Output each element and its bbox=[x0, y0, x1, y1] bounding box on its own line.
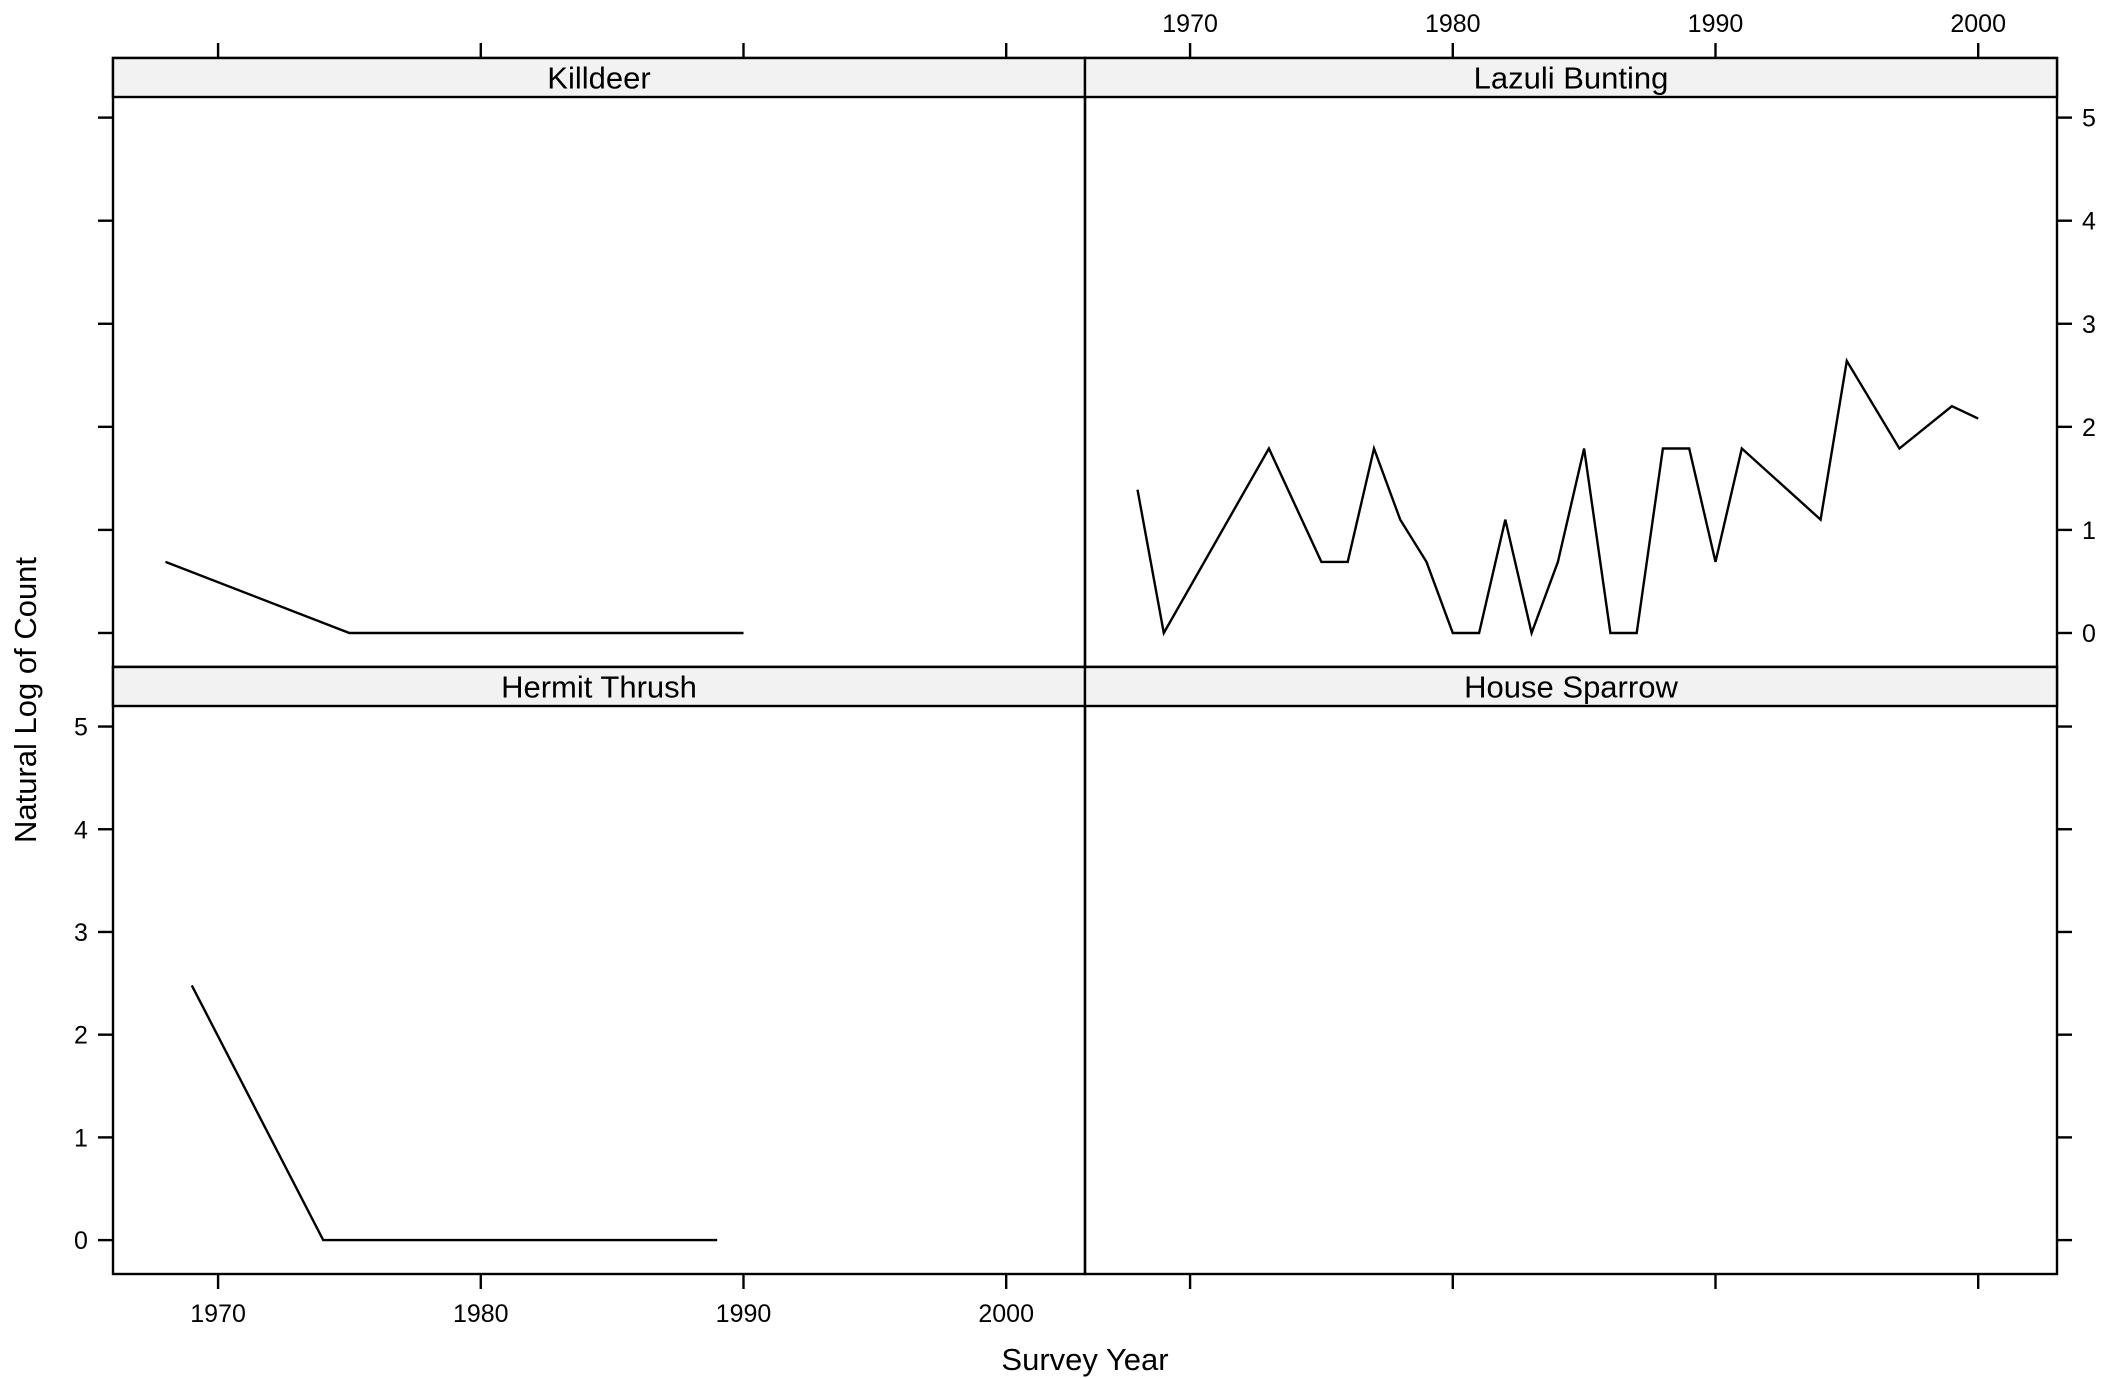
y-axis-title: Natural Log of Count bbox=[8, 557, 43, 843]
strip-hermit-thrush bbox=[111, 665, 1087, 708]
y-tick-label-5: 5 bbox=[74, 714, 88, 742]
x-tick-label-1980: 1980 bbox=[453, 1300, 509, 1328]
y-tick-label-2: 2 bbox=[74, 1022, 88, 1050]
strip-label-hermit-thrush: Hermit Thrush bbox=[501, 670, 697, 705]
x-tick-label-1980: 1980 bbox=[1425, 10, 1481, 38]
y-tick-label-3: 3 bbox=[2082, 311, 2096, 339]
strip-label-house-sparrow: House Sparrow bbox=[1464, 670, 1678, 705]
panel-frame-hermit-thrush bbox=[111, 665, 1087, 1276]
y-tick-label-3: 3 bbox=[74, 919, 88, 947]
y-tick-label-1: 1 bbox=[74, 1124, 88, 1152]
strip-killdeer bbox=[111, 56, 1087, 99]
y-tick-label-4: 4 bbox=[2082, 208, 2096, 236]
panel-strips: Killdeer Lazuli Bunting Hermit Thrush House… bbox=[111, 56, 2059, 708]
series-lines bbox=[165, 357, 1979, 1242]
panel-frame-killdeer bbox=[111, 56, 1087, 669]
x-tick-label-2000: 2000 bbox=[1950, 10, 2006, 38]
panel-frame-lazuli-bunting bbox=[1083, 56, 2059, 669]
x-tick-label-2000: 2000 bbox=[978, 1300, 1034, 1328]
strip-lazuli-bunting bbox=[1083, 56, 2059, 99]
y-tick-label-5: 5 bbox=[2082, 105, 2096, 133]
series-line-killdeer bbox=[165, 560, 744, 635]
axes: 1970 1980 1990 2000 1970 1980 1990 2000 0 1 2 3 4 5 0 1… bbox=[74, 10, 2096, 1328]
series-line-lazuli-bunting bbox=[1136, 357, 1979, 638]
y-tick-label-2: 2 bbox=[2082, 414, 2096, 442]
x-tick-label-1970: 1970 bbox=[190, 1300, 246, 1328]
strip-label-lazuli-bunting: Lazuli Bunting bbox=[1474, 61, 1669, 96]
x-tick-label-1990: 1990 bbox=[716, 1300, 772, 1328]
y-tick-label-0: 0 bbox=[74, 1227, 88, 1255]
x-tick-label-1970: 1970 bbox=[1162, 10, 1218, 38]
y-tick-label-4: 4 bbox=[74, 816, 88, 844]
y-tick-label-1: 1 bbox=[2082, 517, 2096, 545]
strip-house-sparrow bbox=[1083, 665, 2059, 708]
series-line-hermit-thrush bbox=[190, 984, 718, 1242]
panel-frame-house-sparrow bbox=[1083, 665, 2059, 1276]
x-tick-label-1990: 1990 bbox=[1688, 10, 1744, 38]
y-tick-label-0: 0 bbox=[2082, 620, 2096, 648]
x-axis-title: Survey Year bbox=[1001, 1342, 1168, 1377]
strip-label-killdeer: Killdeer bbox=[547, 61, 650, 96]
